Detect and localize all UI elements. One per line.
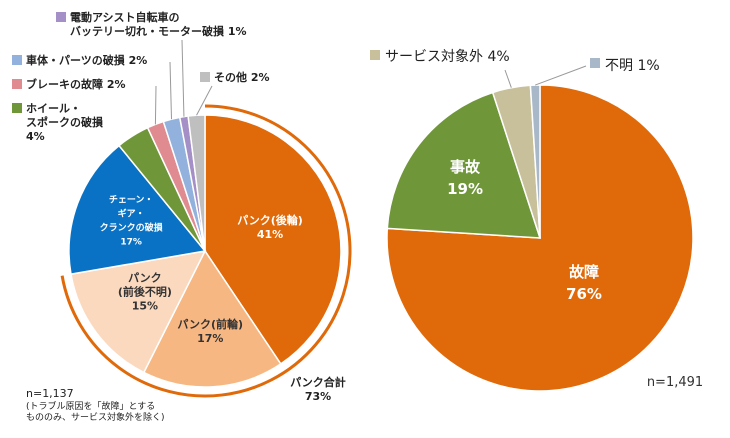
- legend-square-brake: [12, 79, 22, 89]
- legend-square-wheel: [12, 103, 22, 113]
- left-note: (トラブル原因を「故障」とするもののみ、サービス対象外を除く): [26, 400, 165, 423]
- label-other: その他 2%: [214, 70, 270, 84]
- right-pie-label-failure: 故障 76%: [566, 263, 602, 303]
- left-pie-slice-3: [68, 144, 207, 276]
- legend-square-other: [200, 72, 210, 82]
- leader-unknown: [535, 65, 587, 86]
- label-body-parts: 車体・パーツの破損 2%: [26, 53, 147, 67]
- label-wheel: ホイール・スポークの破損 4%: [26, 102, 104, 143]
- leader-brake: [154, 85, 157, 125]
- label-brake: ブレーキの故障 2%: [26, 77, 126, 91]
- leader-body-parts: [169, 61, 173, 120]
- leader-other: [196, 85, 213, 116]
- legend-square-battery: [56, 12, 66, 22]
- left-pie-label-0: パンク(後輪) 41%: [237, 213, 303, 241]
- leader-battery: [181, 39, 185, 117]
- left-pie-label-3: チェーン・ギア・クランクの破損 17%: [100, 194, 164, 247]
- puncture-total-label: パンク合計: [290, 375, 346, 389]
- label-battery: 電動アシスト自転車のバッテリー切れ・モーター破損 1%: [70, 10, 247, 38]
- right-pie-slice-1: [386, 91, 542, 239]
- left-pie-slice-1: [142, 249, 282, 388]
- left-pie-slice-2: [70, 250, 207, 374]
- left-pie-label-1: パンク(前輪) 17%: [177, 317, 243, 345]
- label-unknown: 不明 1%: [605, 58, 660, 74]
- legend-square-out-of-service: [370, 50, 380, 60]
- label-out-of-service: サービス対象外 4%: [385, 49, 510, 65]
- puncture-total-value: 73%: [305, 390, 331, 403]
- right-pie-slice-0: [386, 84, 694, 392]
- leader-out-of-service: [504, 69, 512, 88]
- left-pie-slice-0: [204, 114, 342, 365]
- right-pie-label-accident: 事故 19%: [447, 158, 483, 198]
- puncture-total-ring: [60, 104, 352, 398]
- left-n-label: n=1,137: [26, 387, 74, 400]
- legend-square-unknown: [590, 58, 600, 68]
- legend-square-body-parts: [12, 55, 22, 65]
- left-pie-label-2: パンク(前後不明) 15%: [118, 272, 172, 313]
- right-n-label: n=1,491: [647, 375, 703, 390]
